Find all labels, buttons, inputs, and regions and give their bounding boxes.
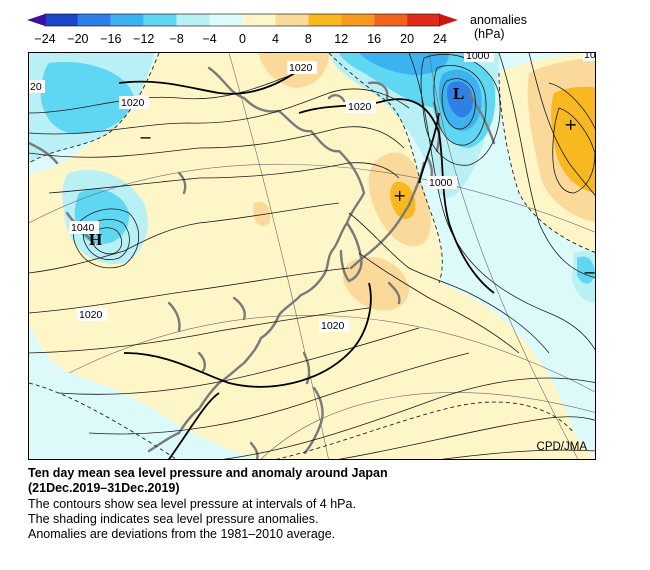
colorbar-right-arrow — [440, 14, 458, 26]
colorbar-bin — [275, 14, 309, 26]
colorbar-tick-label: 24 — [433, 32, 447, 46]
zero-anomaly-contours — [29, 53, 595, 459]
anomaly-minus-sign: − — [139, 128, 152, 147]
contour-label: 1020 — [79, 309, 103, 321]
contour-label: 1000 — [466, 53, 490, 62]
colorbar-bin — [110, 14, 144, 26]
colorbar-bin — [77, 14, 111, 26]
anomaly-positive-area — [551, 86, 595, 193]
map-credit: CPD/JMA — [536, 441, 587, 453]
contour-label: 1000 — [429, 177, 453, 189]
colorbar-tick-label: −12 — [133, 32, 154, 46]
colorbar-tick-label: 4 — [272, 32, 279, 46]
anomaly-plus-sign: + — [393, 186, 406, 205]
colorbar-bin — [308, 14, 342, 26]
colorbar-bin — [143, 14, 177, 26]
anomaly-negative-area — [577, 256, 595, 284]
caption-line-2: The shading indicates sea level pressure… — [28, 512, 319, 526]
caption-line-3: Anomalies are deviations from the 1981–2… — [28, 527, 336, 541]
anomaly-positive-area — [29, 53, 595, 459]
colorbar-bin — [45, 14, 78, 26]
anomaly-positive-area — [390, 182, 416, 219]
colorbar-bin — [341, 14, 375, 26]
anomaly-negative-area — [29, 383, 176, 459]
anomaly-positive-area — [253, 201, 271, 227]
colorbar-bin — [242, 14, 276, 26]
contour-label: 20 — [30, 81, 42, 93]
colorbar-title: anomalies — [470, 13, 527, 27]
anomaly-colorbar: −24 −20 −16 −12 −8 −4 0 4 8 12 16 20 24 — [27, 13, 458, 46]
caption-line-1: The contours show sea level pressure at … — [28, 497, 356, 511]
colorbar-bin — [407, 14, 440, 26]
anomaly-negative-area — [359, 53, 449, 75]
contour-label: 1020 — [121, 97, 145, 109]
isobars — [29, 53, 595, 459]
low-center-letter: L — [453, 84, 464, 103]
anomaly-plus-sign: + — [564, 115, 577, 134]
colorbar-bin — [176, 14, 210, 26]
contour-label: 10 — [584, 53, 596, 61]
anomaly-negative-area — [447, 81, 474, 118]
colorbar-bin — [374, 14, 408, 26]
contour-label: 1020 — [321, 320, 345, 332]
colorbar-tick-label: −20 — [67, 32, 88, 46]
contour-label: 1020 — [348, 101, 372, 113]
high-center-letter: H — [89, 230, 102, 249]
colorbar-left-arrow — [27, 14, 45, 26]
anomaly-negative-area — [40, 62, 134, 134]
colorbar-tick-label: −16 — [100, 32, 121, 46]
colorbar-tick-label: −8 — [170, 32, 184, 46]
colorbar-tick-label: −24 — [34, 32, 55, 46]
colorbar-unit: (hPa) — [474, 27, 505, 41]
caption-period: (21Dec.2019–31Dec.2019) — [28, 481, 180, 495]
map-panel: H L + + − − 1020 1020 1020 1000 1000 20 … — [28, 52, 596, 460]
contour-label: 1020 — [289, 62, 313, 74]
colorbar-tick-label: 8 — [305, 32, 312, 46]
colorbar-tick-label: 20 — [400, 32, 414, 46]
caption-title: Ten day mean sea level pressure and anom… — [28, 466, 388, 480]
colorbar-tick-label: 12 — [334, 32, 348, 46]
colorbar-bin — [209, 14, 243, 26]
colorbar-tick-label: 16 — [367, 32, 381, 46]
anomaly-minus-sign: − — [583, 263, 596, 282]
contour-label: 1040 — [71, 222, 95, 234]
contour-labels: 1020 1020 1020 1000 1000 20 10 1040 1020… — [29, 53, 596, 332]
colorbar-tick-label: −4 — [202, 32, 216, 46]
colorbar-tick-label: 0 — [239, 32, 246, 46]
